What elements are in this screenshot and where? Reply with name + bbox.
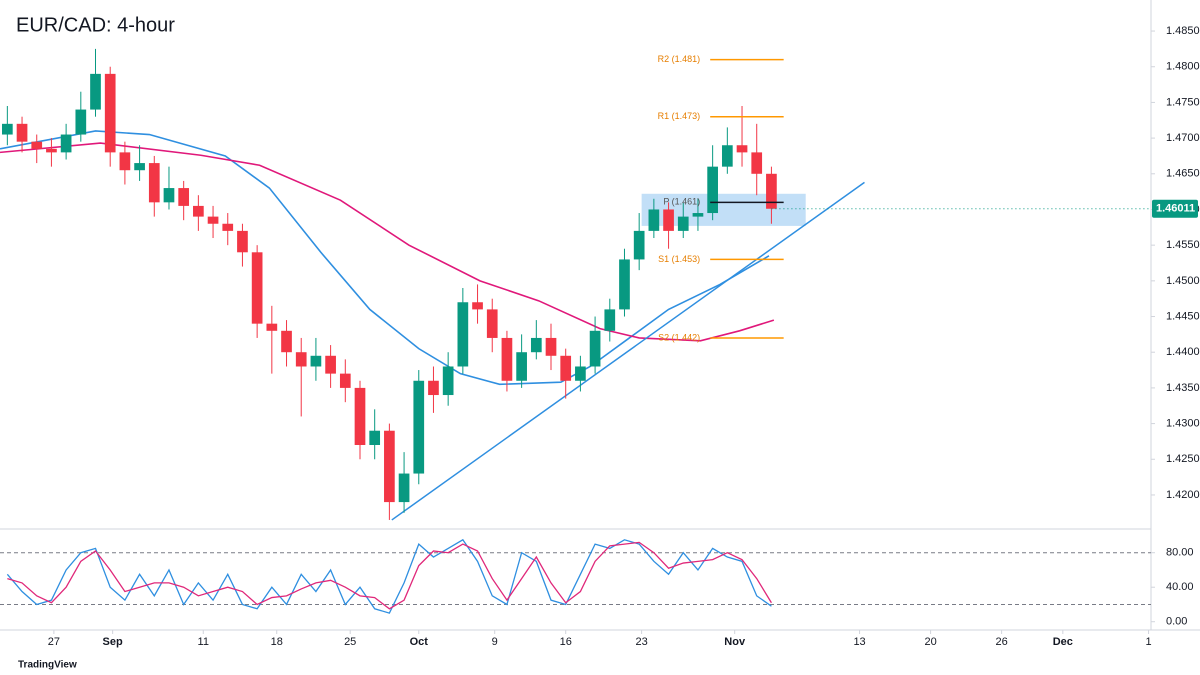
candle-body: [398, 473, 410, 503]
y-tick-label: 80.00: [1166, 547, 1194, 559]
x-tick-label: Sep: [103, 636, 123, 648]
y-tick-label: 1.45000: [1166, 275, 1200, 287]
candle-body: [90, 73, 101, 110]
candle-body: [75, 109, 87, 135]
y-tick-label: 1.46500: [1166, 168, 1200, 180]
candle-body: [295, 352, 307, 367]
trendline: [391, 181, 865, 521]
candle-body: [207, 216, 219, 224]
y-tick-label: 1.48000: [1166, 61, 1200, 73]
candle-body: [619, 259, 630, 310]
x-tick-label: 16: [560, 636, 572, 648]
candle-body: [648, 209, 660, 231]
last-price-label: 1.46011: [1156, 203, 1195, 215]
pivot-label: P (1.461): [663, 197, 700, 207]
candle-body: [692, 213, 704, 217]
candle-body: [707, 166, 718, 214]
candle-body: [193, 205, 204, 217]
candle-body: [251, 252, 263, 324]
oscillator-line: [7, 541, 772, 610]
candle-body: [766, 173, 777, 209]
candle-body: [310, 355, 322, 367]
last-price-box: [1152, 199, 1198, 218]
candle-body: [736, 145, 748, 153]
candle-body: [354, 387, 366, 445]
candle-body: [31, 141, 43, 149]
candle-body: [325, 355, 336, 374]
y-tick-label: 1.47000: [1166, 132, 1200, 144]
x-tick-label: Nov: [724, 636, 746, 648]
oscillator-line: [6, 538, 772, 614]
candle-body: [266, 323, 278, 331]
candle-body: [281, 330, 292, 353]
candle-body: [339, 373, 351, 388]
candle-body: [163, 188, 175, 203]
candle-body: [222, 223, 234, 231]
candle-body: [16, 123, 28, 142]
x-tick-label: 25: [344, 636, 356, 648]
x-tick-label: 23: [635, 636, 647, 648]
pivot-label: S2 (1.442): [658, 332, 700, 342]
candle-body: [428, 380, 439, 396]
candle-body: [663, 209, 674, 231]
candle-body: [148, 163, 160, 203]
candle-body: [721, 145, 733, 167]
y-tick-label: 1.43000: [1166, 417, 1200, 429]
y-tick-label: 1.44000: [1166, 346, 1200, 358]
y-tick-label: 40.00: [1166, 581, 1194, 593]
brand: TradingView: [18, 660, 77, 671]
candle-body: [560, 355, 572, 381]
candle-body: [134, 163, 145, 171]
candle-body: [104, 73, 116, 153]
candle-body: [677, 216, 689, 231]
x-tick-label: 26: [995, 636, 1007, 648]
y-tick-label: 1.42000: [1166, 489, 1200, 501]
candle-body: [457, 302, 469, 367]
x-tick-label: 27: [48, 636, 60, 648]
x-tick-label: 1: [1145, 636, 1151, 648]
candle-body: [384, 430, 395, 503]
x-tick-label: 20: [924, 636, 936, 648]
pivot-label: S1 (1.453): [658, 254, 700, 264]
pivot-label: R2 (1.481): [658, 54, 701, 64]
candle-body: [472, 302, 483, 310]
candle-body: [751, 152, 763, 174]
candle-body: [442, 366, 454, 396]
x-tick-label: 9: [492, 636, 498, 648]
moving-average: [0, 130, 770, 386]
candle-body: [60, 134, 72, 153]
candle-body: [486, 309, 498, 338]
candle-body: [369, 430, 381, 445]
y-tick-label: 1.45500: [1166, 239, 1200, 251]
candle-body: [46, 148, 57, 153]
candle-body: [589, 330, 601, 367]
y-tick-label: 1.43500: [1166, 382, 1200, 394]
pivot-label: R1 (1.473): [658, 111, 701, 121]
chart-title: EUR/CAD: 4-hour: [16, 14, 175, 36]
candle-body: [545, 337, 557, 356]
y-tick-label: 1.42500: [1166, 453, 1200, 465]
candle-body: [237, 230, 248, 253]
candle-body: [575, 366, 586, 381]
candle-body: [2, 123, 13, 135]
candle-body: [633, 230, 645, 260]
candle-body: [413, 380, 425, 474]
y-tick-label: 1.47500: [1166, 96, 1200, 108]
candle-body: [178, 188, 190, 206]
y-tick-label: 0.00: [1166, 616, 1187, 628]
x-tick-label: 18: [271, 636, 283, 648]
candle-body: [119, 152, 131, 171]
candle-body: [501, 337, 513, 381]
y-tick-label: 1.44500: [1166, 310, 1200, 322]
candle-body: [516, 352, 527, 381]
candle-body: [530, 337, 542, 353]
x-tick-label: Dec: [1053, 636, 1073, 648]
y-tick-label: 1.48500: [1166, 25, 1200, 37]
x-tick-label: 11: [198, 636, 209, 648]
x-tick-label: Oct: [410, 636, 429, 648]
candle-body: [604, 309, 616, 331]
x-tick-label: 13: [853, 636, 865, 648]
moving-average: [0, 142, 775, 342]
